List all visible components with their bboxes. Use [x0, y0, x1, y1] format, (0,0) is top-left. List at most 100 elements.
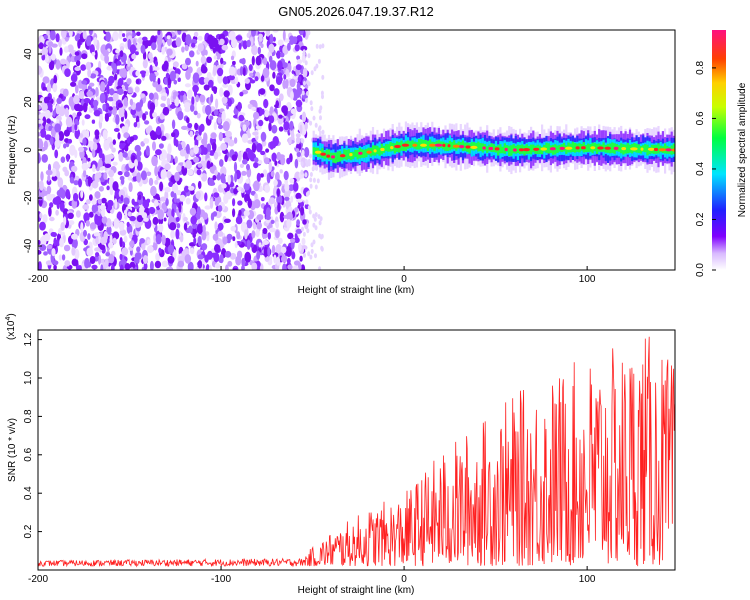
- heatmap-noise-cell: [60, 189, 66, 200]
- heatmap-noise-cell: [222, 236, 228, 245]
- heatmap-x-tick-label: -200: [28, 274, 48, 285]
- heatmap-noise-cell: [203, 84, 210, 91]
- heatmap-noise-cell: [319, 115, 322, 121]
- heatmap-noise-cell: [185, 143, 190, 155]
- heatmap-peak-cell: [630, 147, 638, 151]
- heatmap-noise-cell: [134, 223, 141, 228]
- heatmap-band-cell: [574, 142, 577, 153]
- snr-series-line: [38, 336, 675, 568]
- heatmap-noise-cell: [127, 57, 131, 67]
- heatmap-noise-cell: [46, 193, 53, 201]
- heatmap-noise-cell: [195, 191, 201, 200]
- heatmap-peak-cell: [314, 150, 322, 154]
- heatmap-noise-cell: [74, 118, 79, 125]
- heatmap-noise-cell: [214, 262, 221, 269]
- heatmap-noise-cell: [67, 212, 74, 219]
- heatmap-noise-cell: [150, 185, 157, 197]
- heatmap-noise-cell: [61, 254, 66, 261]
- heatmap-band-cell: [499, 144, 502, 154]
- heatmap-noise-cell: [109, 234, 113, 246]
- heatmap-noise-cell: [128, 182, 133, 193]
- heatmap-noise-cell: [296, 82, 301, 92]
- heatmap-noise-cell: [304, 121, 308, 131]
- heatmap-noise-cell: [244, 78, 250, 84]
- heatmap-noise-cell: [202, 224, 206, 233]
- heatmap-noise-cell: [146, 239, 151, 245]
- heatmap-noise-cell: [81, 119, 85, 126]
- heatmap-noise-cell: [157, 209, 164, 220]
- heatmap-noise-cell: [56, 119, 60, 125]
- heatmap-noise-cell: [217, 205, 223, 212]
- heatmap-noise-cell: [56, 97, 62, 105]
- heatmap-noise-cell: [136, 246, 141, 253]
- heatmap-noise-cell: [152, 112, 158, 118]
- heatmap-noise-cell: [134, 144, 141, 153]
- heatmap-noise-cell: [44, 96, 51, 101]
- heatmap-noise-cell: [199, 94, 206, 103]
- heatmap-noise-cell: [148, 92, 154, 101]
- heatmap-noise-cell: [46, 118, 51, 124]
- heatmap-noise-cell: [154, 60, 158, 67]
- heatmap-noise-cell: [270, 219, 275, 224]
- heatmap-noise-cell: [80, 189, 84, 199]
- heatmap-noise-cell: [320, 90, 324, 96]
- heatmap-noise-cell: [87, 233, 91, 240]
- heatmap-noise-cell: [146, 198, 151, 203]
- heatmap-noise-cell: [49, 216, 55, 222]
- heatmap-noise-cell: [99, 204, 107, 211]
- heatmap-noise-cell: [295, 99, 303, 108]
- heatmap-noise-cell: [272, 136, 280, 147]
- heatmap-noise-cell: [223, 90, 230, 98]
- heatmap-noise-cell: [304, 98, 308, 103]
- heatmap-noise-cell: [313, 216, 317, 222]
- heatmap-noise-cell: [200, 55, 207, 64]
- heatmap-noise-cell: [269, 84, 275, 92]
- heatmap-noise-cell: [85, 61, 92, 71]
- heatmap-noise-cell: [276, 152, 281, 159]
- heatmap-noise-cell: [118, 189, 126, 199]
- heatmap-noise-cell: [134, 159, 138, 168]
- heatmap-noise-cell: [260, 43, 264, 48]
- colorbar: 0.0 0.2 0.4 0.6 0.8 Normalized spectral ampl…: [695, 30, 748, 277]
- heatmap-noise-cell: [242, 40, 248, 50]
- heatmap-noise-cell: [86, 36, 91, 47]
- heatmap-peak-cell: [518, 148, 525, 152]
- heatmap-noise-cell: [64, 68, 71, 77]
- heatmap-noise-cell: [228, 74, 236, 81]
- heatmap-noise-cell: [85, 199, 91, 205]
- heatmap-noise-cell: [127, 87, 133, 94]
- colorbar-tick-label: 0.4: [695, 162, 706, 176]
- heatmap-noise-cell: [318, 108, 322, 114]
- heatmap-noise-cell: [152, 216, 159, 225]
- heatmap-noise-cell: [118, 106, 125, 118]
- heatmap-noise-cell: [232, 236, 236, 242]
- heatmap-noise-cell: [226, 238, 231, 244]
- heatmap-noise-cell: [195, 94, 199, 103]
- heatmap-band-cell: [446, 142, 449, 151]
- heatmap-noise-cell: [142, 59, 148, 69]
- heatmap-noise-cell: [235, 76, 239, 85]
- heatmap-noise-cell: [52, 232, 57, 238]
- heatmap-noise-cell: [177, 110, 184, 121]
- heatmap-noise-cell: [167, 143, 172, 155]
- heatmap-noise-cell: [235, 255, 242, 266]
- heatmap-noise-cell: [232, 198, 236, 207]
- heatmap-noise-cell: [196, 223, 203, 234]
- heatmap-noise-cell: [99, 92, 106, 104]
- heatmap-noise-cell: [321, 43, 325, 49]
- heatmap-noise-cell: [71, 233, 78, 240]
- heatmap-noise-cell: [67, 44, 74, 53]
- heatmap-noise-cell: [92, 148, 96, 158]
- heatmap-noise-cell: [197, 35, 203, 41]
- heatmap-noise-cell: [217, 230, 224, 237]
- heatmap-noise-cell: [191, 42, 196, 48]
- heatmap-noise-cell: [114, 198, 118, 210]
- heatmap-noise-cell: [158, 223, 164, 233]
- heatmap-noise-cell: [211, 142, 217, 152]
- heatmap-noise-cell: [246, 39, 251, 48]
- heatmap-noise-cell: [301, 226, 304, 232]
- heatmap-noise-cell: [282, 62, 288, 69]
- heatmap-band-cell: [492, 144, 495, 153]
- heatmap-noise-cell: [119, 50, 124, 58]
- heatmap-noise-cell: [93, 36, 98, 47]
